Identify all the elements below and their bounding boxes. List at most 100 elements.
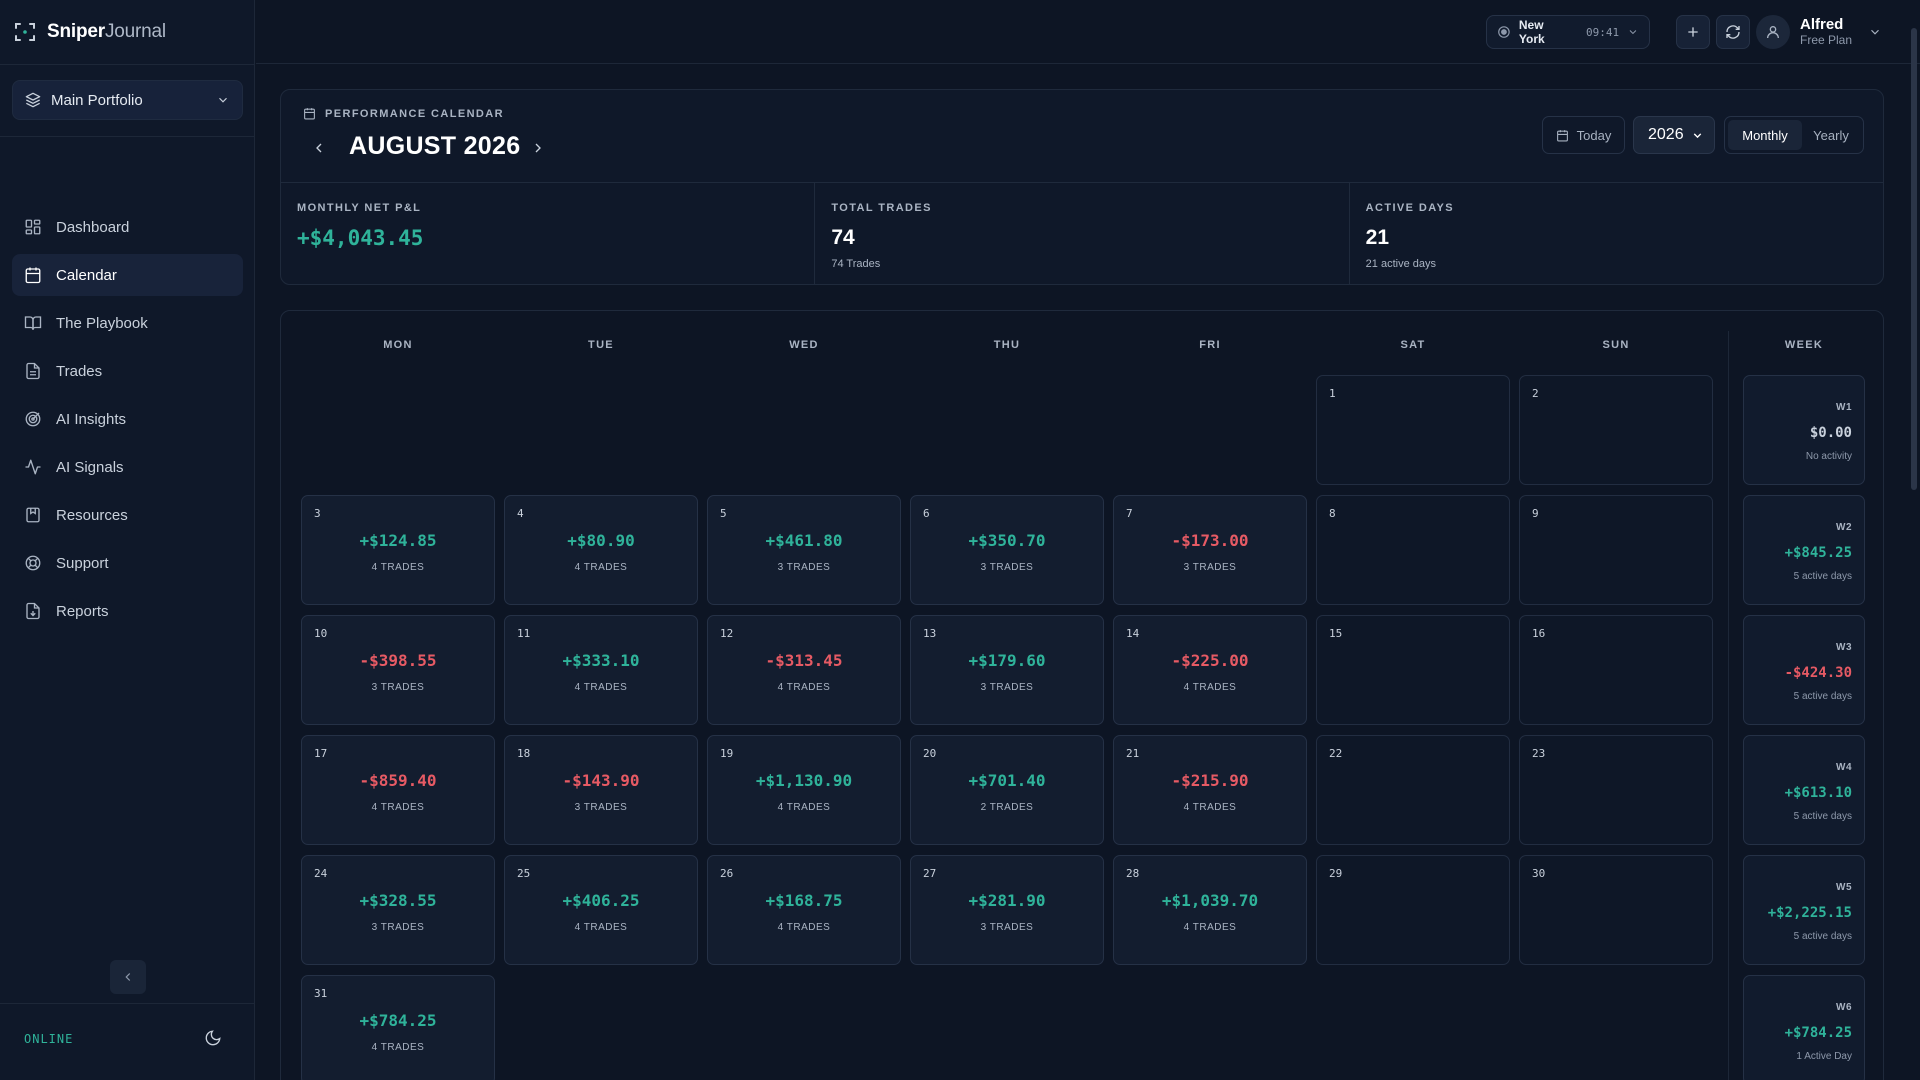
stat-sub: 74 Trades — [831, 258, 881, 270]
day-cell[interactable]: 3 +$124.85 4 TRADES — [301, 495, 495, 605]
week-label: W3 — [1836, 642, 1852, 653]
chevron-down-icon — [219, 97, 227, 103]
day-cell[interactable]: 6 +$350.70 3 TRADES — [910, 495, 1104, 605]
week-summary-cell[interactable]: W4 +$613.10 5 active days — [1743, 735, 1865, 845]
today-button[interactable]: Today — [1542, 116, 1625, 154]
sidebar-item-ai-signals[interactable]: AI Signals — [12, 446, 243, 488]
app-logo[interactable]: SniperJournal — [13, 19, 166, 45]
sidebar-nav: Dashboard Calendar The Playbook Trades A… — [12, 206, 243, 638]
week-summary-cell[interactable]: W2 +$845.25 5 active days — [1743, 495, 1865, 605]
day-trade-count: 2 TRADES — [980, 802, 1034, 813]
day-cell[interactable]: 25 +$406.25 4 TRADES — [504, 855, 698, 965]
day-cell[interactable]: 24 +$328.55 3 TRADES — [301, 855, 495, 965]
tab-yearly[interactable]: Yearly — [1813, 127, 1849, 143]
moon-icon — [205, 1030, 221, 1046]
scrollbar[interactable] — [1911, 28, 1917, 490]
weekday-header: SUN — [1602, 339, 1630, 351]
sidebar-item-label: Support — [56, 554, 109, 572]
portfolio-selector[interactable]: Main Portfolio — [12, 80, 243, 120]
sidebar-item-resources[interactable]: Resources — [12, 494, 243, 536]
week-label: W4 — [1836, 762, 1852, 773]
day-cell[interactable]: 1 — [1316, 375, 1510, 485]
week-summary-cell[interactable]: W5 +$2,225.15 5 active days — [1743, 855, 1865, 965]
week-summary-cell[interactable]: W1 $0.00 No activity — [1743, 375, 1865, 485]
connection-status: ONLINE — [24, 1032, 74, 1046]
day-cell[interactable]: 9 — [1519, 495, 1713, 605]
day-cell[interactable]: 7 -$173.00 3 TRADES — [1113, 495, 1307, 605]
day-cell[interactable]: 2 — [1519, 375, 1713, 485]
year-select[interactable]: 2026 — [1633, 116, 1715, 154]
day-cell[interactable]: 18 -$143.90 3 TRADES — [504, 735, 698, 845]
stat-label: MONTHLY NET P&L — [297, 202, 422, 214]
day-cell[interactable]: 28 +$1,039.70 4 TRADES — [1113, 855, 1307, 965]
previous-month-button[interactable] — [307, 136, 331, 160]
today-label: Today — [1576, 127, 1612, 143]
day-number: 18 — [517, 747, 531, 760]
sidebar-item-dashboard[interactable]: Dashboard — [12, 206, 243, 248]
day-cell[interactable]: 12 -$313.45 4 TRADES — [707, 615, 901, 725]
day-pnl: +$784.25 — [359, 1011, 437, 1030]
day-cell[interactable]: 14 -$225.00 4 TRADES — [1113, 615, 1307, 725]
day-number: 12 — [720, 627, 734, 640]
day-cell[interactable]: 21 -$215.90 4 TRADES — [1113, 735, 1307, 845]
stat-monthly-net-pnl: MONTHLY NET P&L +$4,043.45 — [281, 183, 814, 285]
day-pnl: +$179.60 — [968, 651, 1046, 670]
day-number: 7 — [1126, 507, 1133, 520]
sidebar-item-reports[interactable]: Reports — [12, 590, 243, 632]
tab-monthly[interactable]: Monthly — [1728, 120, 1802, 150]
sidebar: SniperJournal Main Portfolio Dashboard C… — [0, 0, 255, 1080]
day-cell[interactable]: 31 +$784.25 4 TRADES — [301, 975, 495, 1080]
timezone-selector[interactable]: New York 09:41 — [1486, 15, 1650, 49]
user-menu[interactable]: Alfred Free Plan — [1756, 14, 1882, 50]
day-cell[interactable]: 29 — [1316, 855, 1510, 965]
day-pnl: +$461.80 — [765, 531, 843, 550]
week-active-days: 5 active days — [1793, 931, 1852, 942]
day-cell[interactable]: 23 — [1519, 735, 1713, 845]
lifebuoy-icon — [25, 555, 41, 571]
week-summary-cell[interactable]: W3 -$424.30 5 active days — [1743, 615, 1865, 725]
day-cell[interactable]: 26 +$168.75 4 TRADES — [707, 855, 901, 965]
sidebar-item-ai-insights[interactable]: AI Insights — [12, 398, 243, 440]
day-number: 29 — [1329, 867, 1343, 880]
day-cell[interactable]: 17 -$859.40 4 TRADES — [301, 735, 495, 845]
sidebar-divider — [0, 64, 255, 65]
day-number: 9 — [1532, 507, 1539, 520]
brand-light: Journal — [104, 21, 166, 42]
day-cell[interactable]: 27 +$281.90 3 TRADES — [910, 855, 1104, 965]
day-trade-count: 4 TRADES — [574, 562, 628, 573]
sidebar-item-support[interactable]: Support — [12, 542, 243, 584]
day-cell[interactable]: 16 — [1519, 615, 1713, 725]
theme-toggle-button[interactable] — [204, 1029, 222, 1052]
add-button[interactable] — [1676, 15, 1710, 49]
day-cell[interactable]: 13 +$179.60 3 TRADES — [910, 615, 1104, 725]
file-icon — [26, 362, 40, 380]
collapse-sidebar-button[interactable] — [110, 960, 146, 994]
sidebar-item-trades[interactable]: Trades — [12, 350, 243, 392]
day-cell[interactable]: 5 +$461.80 3 TRADES — [707, 495, 901, 605]
day-trade-count: 4 TRADES — [371, 1042, 425, 1053]
week-summary-cell[interactable]: W6 +$784.25 1 Active Day — [1743, 975, 1865, 1080]
day-cell[interactable]: 8 — [1316, 495, 1510, 605]
sidebar-item-playbook[interactable]: The Playbook — [12, 302, 243, 344]
user-icon — [1767, 26, 1779, 39]
sidebar-item-calendar[interactable]: Calendar — [12, 254, 243, 296]
day-pnl: +$328.55 — [359, 891, 437, 910]
day-cell[interactable]: 10 -$398.55 3 TRADES — [301, 615, 495, 725]
day-trade-count: 4 TRADES — [1183, 922, 1237, 933]
chevron-down-icon — [1871, 29, 1879, 35]
day-cell[interactable]: 30 — [1519, 855, 1713, 965]
day-cell[interactable]: 4 +$80.90 4 TRADES — [504, 495, 698, 605]
day-cell[interactable]: 20 +$701.40 2 TRADES — [910, 735, 1104, 845]
day-cell[interactable]: 22 — [1316, 735, 1510, 845]
sidebar-item-label: Resources — [56, 506, 128, 524]
performance-summary-panel: PERFORMANCE CALENDAR AUGUST 2026 Today 2… — [280, 89, 1884, 285]
day-cell[interactable]: 15 — [1316, 615, 1510, 725]
stat-active-days: ACTIVE DAYS 21 21 active days — [1348, 183, 1883, 285]
stat-value: 21 — [1365, 226, 1390, 249]
day-cell[interactable]: 11 +$333.10 4 TRADES — [504, 615, 698, 725]
next-month-button[interactable] — [526, 136, 550, 160]
day-cell[interactable]: 19 +$1,130.90 4 TRADES — [707, 735, 901, 845]
weekday-header: THU — [993, 339, 1021, 351]
day-number: 6 — [923, 507, 930, 520]
refresh-button[interactable] — [1716, 15, 1750, 49]
